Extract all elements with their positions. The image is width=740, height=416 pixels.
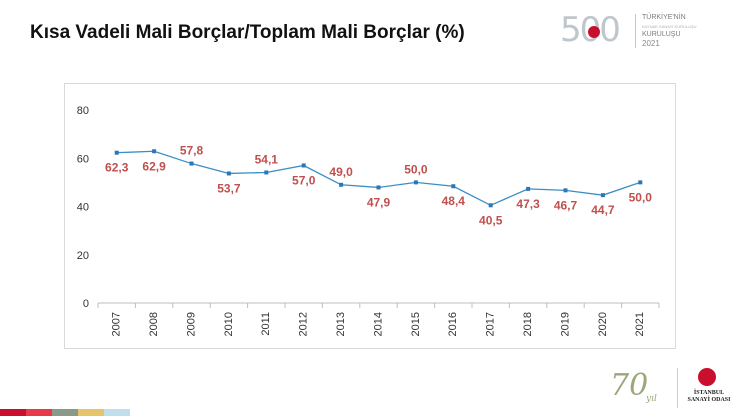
bottom-color-bar — [0, 409, 130, 416]
data-point — [226, 171, 231, 176]
logo-divider — [677, 368, 678, 408]
data-point — [152, 149, 157, 154]
data-label: 57,0 — [292, 173, 316, 187]
data-point — [488, 203, 493, 208]
x-tick-label: 2013 — [335, 312, 347, 336]
x-tick-label: 2016 — [447, 312, 459, 336]
logo-500: 500 TÜRKİYE'NİN KAYNAK SANAYİ KURULUŞU K… — [560, 10, 720, 50]
data-label: 57,8 — [180, 144, 204, 158]
bottom-bar-segment — [104, 409, 130, 416]
logo-500-line2: KAYNAK SANAYİ KURULUŞU — [642, 23, 697, 29]
iso-logo-line2: SANAYİ ODASI — [687, 397, 731, 403]
x-tick-label: 2015 — [410, 312, 422, 336]
data-point — [563, 188, 568, 193]
x-tick-label: 2021 — [634, 312, 646, 336]
data-point — [526, 186, 531, 191]
y-tick-label: 40 — [77, 202, 89, 214]
logo-70-yil: 70 yıl — [606, 368, 672, 410]
bottom-bar-segment — [26, 409, 52, 416]
iso-logo-text: İSTANBUL SANAYİ ODASI — [684, 390, 734, 404]
data-point — [413, 180, 418, 185]
data-label: 48,4 — [442, 194, 466, 208]
data-label: 53,7 — [217, 181, 241, 195]
x-tick-label: 2019 — [559, 312, 571, 336]
y-tick-label: 0 — [83, 298, 89, 310]
x-tick-label: 2009 — [185, 312, 197, 336]
bottom-bar-segment — [0, 409, 26, 416]
data-point — [451, 184, 456, 189]
data-label: 46,7 — [554, 198, 578, 212]
x-tick-label: 2020 — [597, 312, 609, 336]
x-tick-label: 2010 — [223, 312, 235, 336]
logo-500-badge-icon — [588, 26, 600, 38]
logo-500-line3: KURULUŞU — [642, 31, 681, 38]
logo-70-suffix: yıl — [646, 394, 657, 404]
data-point — [339, 182, 344, 187]
data-point — [264, 170, 269, 175]
data-point — [376, 185, 381, 190]
logo-500-divider — [635, 14, 636, 48]
x-tick-label: 2011 — [260, 312, 272, 336]
bottom-bar-segment — [78, 409, 104, 416]
x-tick-label: 2008 — [148, 312, 160, 336]
data-label: 44,7 — [591, 203, 615, 217]
logo-500-year: 2021 — [642, 38, 660, 48]
data-point — [114, 150, 119, 155]
iso-logo-line1: İSTANBUL — [693, 390, 725, 396]
x-tick-label: 2012 — [298, 312, 310, 336]
data-label: 54,1 — [255, 152, 279, 166]
x-tick-label: 2014 — [372, 312, 384, 336]
y-tick-label: 60 — [77, 153, 89, 165]
data-point — [600, 193, 605, 198]
iso-logo: İSTANBUL SANAYİ ODASI — [684, 368, 734, 412]
x-tick-label: 2007 — [111, 312, 123, 336]
data-label: 62,3 — [105, 161, 129, 175]
data-label: 50,0 — [404, 162, 428, 176]
page-title: Kısa Vadeli Mali Borçlar/Toplam Mali Bor… — [30, 22, 465, 43]
logo-70-number: 70 — [610, 368, 649, 403]
data-label: 47,9 — [367, 195, 391, 209]
data-point — [301, 163, 306, 168]
data-label: 49,0 — [329, 165, 353, 179]
line-chart: 0 20 40 60 80 2007 2008 2009 2010 2011 2012 2013 201… — [77, 105, 660, 336]
chart-container: 0 20 40 60 80 2007 2008 2009 2010 2011 2012 2013 201… — [64, 83, 676, 349]
data-point — [638, 180, 643, 185]
x-tick-label: 2018 — [522, 312, 534, 336]
data-label: 50,0 — [629, 190, 653, 204]
data-label: 40,5 — [479, 213, 503, 227]
y-tick-label: 80 — [77, 105, 89, 117]
iso-gear-icon — [698, 368, 716, 386]
bottom-bar-segment — [52, 409, 78, 416]
logo-500-text: TÜRKİYE'NİN KAYNAK SANAYİ KURULUŞU KURUL… — [642, 14, 697, 48]
logo-500-line1: TÜRKİYE'NİN — [642, 14, 686, 21]
x-tick-label: 2017 — [485, 312, 497, 336]
data-point — [189, 161, 194, 166]
data-label: 62,9 — [142, 159, 166, 173]
y-tick-label: 20 — [77, 250, 89, 262]
data-label: 47,3 — [516, 197, 540, 211]
